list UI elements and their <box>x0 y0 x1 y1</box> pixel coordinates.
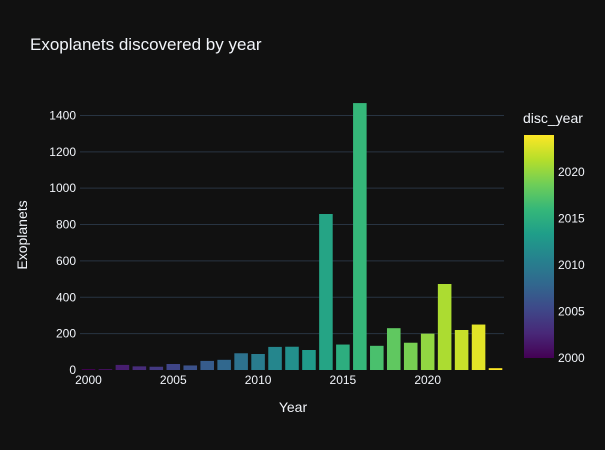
y-tick-label: 800 <box>56 218 76 232</box>
bar-2018 <box>386 328 401 370</box>
bar-2001 <box>98 369 113 370</box>
colorbar-gradient <box>524 135 554 358</box>
y-tick-label: 200 <box>56 327 76 341</box>
chart-title: Exoplanets discovered by year <box>30 35 262 54</box>
bar-2016 <box>353 103 367 370</box>
bar-2008 <box>217 359 231 370</box>
bar-2020 <box>420 333 435 370</box>
bar-2017 <box>370 345 384 370</box>
y-tick-label: 1200 <box>49 145 76 159</box>
bar-2010 <box>251 354 265 370</box>
bar-2011 <box>268 346 282 370</box>
y-tick-labels: 0 200 400 600 800 1000 1200 1400 <box>49 108 76 377</box>
bar-2022 <box>454 330 469 370</box>
bar-2021 <box>437 284 452 370</box>
bar-2006 <box>183 365 198 370</box>
bar-2002 <box>115 364 130 370</box>
x-tick-label: 2020 <box>414 373 441 387</box>
bars <box>81 103 503 370</box>
colorbar-tick-label: 2010 <box>558 258 585 272</box>
y-axis-label: Exoplanets <box>14 200 30 269</box>
colorbar-tick-labels: 2000 2005 2010 2015 2020 <box>558 165 585 365</box>
colorbar-tick-label: 2015 <box>558 212 585 226</box>
x-tick-label: 2005 <box>160 373 187 387</box>
colorbar-tick-label: 2020 <box>558 165 585 179</box>
y-tick-label: 1400 <box>49 108 76 122</box>
x-axis-label: Year <box>279 399 308 415</box>
grid-lines <box>80 114 504 335</box>
y-tick-label: 400 <box>56 290 76 304</box>
x-tick-label: 2015 <box>330 373 357 387</box>
bar-2023 <box>471 324 486 370</box>
x-tick-labels: 2000 2005 2010 2015 2020 <box>75 373 441 387</box>
bar-2012 <box>285 346 299 370</box>
x-tick-label: 2010 <box>245 373 272 387</box>
bar-2014 <box>319 214 333 370</box>
colorbar-tick-label: 2005 <box>558 305 585 319</box>
bar-2019 <box>403 342 418 370</box>
colorbar-tick-label: 2000 <box>558 351 585 365</box>
bar-2003 <box>132 366 147 370</box>
bar-2009 <box>234 353 248 370</box>
x-tick-label: 2000 <box>75 373 102 387</box>
bar-2015 <box>336 344 350 370</box>
bar-2004 <box>149 366 164 370</box>
bar-2013 <box>302 350 316 370</box>
bar-2024 <box>488 368 503 370</box>
bar-2000 <box>81 369 96 370</box>
y-tick-label: 0 <box>69 363 76 377</box>
y-tick-label: 600 <box>56 254 76 268</box>
colorbar-title: disc_year <box>523 110 583 126</box>
y-tick-label: 1000 <box>49 181 76 195</box>
bar-2007 <box>200 360 214 370</box>
colorbar: disc_year 2000 2005 2010 2015 2020 <box>523 110 585 365</box>
bar-2005 <box>166 364 181 370</box>
